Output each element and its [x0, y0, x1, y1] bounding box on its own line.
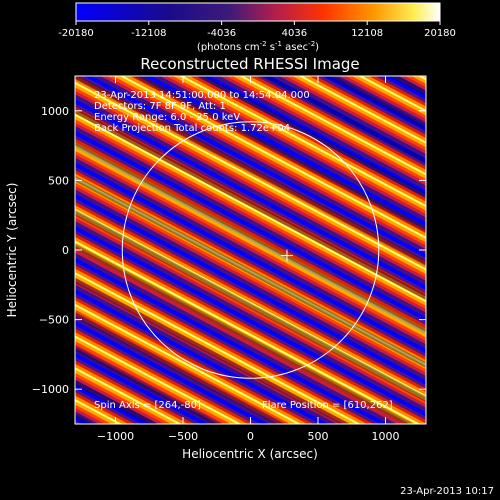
y-axis: 1000 500 0 −500 −1000	[32, 105, 426, 396]
y-tick-label: −500	[39, 314, 69, 327]
x-tick-label: 0	[247, 430, 254, 443]
y-tick-label: 0	[62, 244, 69, 257]
annotation-detectors: Detectors: 7F 8F 9F, Att: 1	[94, 101, 226, 112]
solar-limb-circle	[121, 121, 380, 379]
annotation-flare-position: Flare Position = [610,262]	[262, 400, 393, 411]
footer-date: 23-Apr-2013 10:17	[400, 486, 494, 497]
y-tick-label: −1000	[32, 383, 69, 396]
x-tick-label: −500	[168, 430, 198, 443]
colorbar-tick-label: 4036	[282, 28, 307, 39]
colorbar-tick-label: -20180	[58, 28, 93, 39]
x-tick-label: 500	[308, 430, 329, 443]
annotation-method: Back Projection Total counts: 1.72e+04	[94, 123, 290, 134]
x-tick-label: −1000	[97, 430, 134, 443]
x-axis-label: Heliocentric X (arcsec)	[182, 447, 318, 461]
annotation-time: 23-Apr-2013 14:51:00.000 to 14:54:04.000	[94, 90, 310, 101]
y-tick-label: 1000	[41, 105, 69, 118]
colorbar-unit: (photons cm-2 s-1 asec-2)	[197, 40, 319, 53]
colorbar	[75, 2, 441, 22]
colorbar-tick-label: 20180	[424, 28, 456, 39]
annotation-spin-axis: Spin Axis = [264,-80]	[94, 400, 201, 411]
chart-title: Reconstructed RHESSI Image	[140, 55, 359, 73]
plot-area	[74, 75, 427, 425]
annotation-energy: Energy Range: 6.0 - 25.0 keV	[94, 112, 240, 123]
colorbar-ticks: -20180 -12108 -4036 4036 12108 20180	[58, 21, 456, 39]
x-tick-label: 1000	[372, 430, 400, 443]
x-axis: −1000 −500 0 500 1000	[97, 76, 400, 443]
colorbar-tick-label: -12108	[131, 28, 166, 39]
y-axis-label: Heliocentric Y (arcsec)	[5, 183, 19, 318]
y-tick-label: 500	[48, 174, 69, 187]
flare-marker	[280, 249, 293, 262]
colorbar-tick-label: 12108	[351, 28, 383, 39]
colorbar-tick-label: -4036	[207, 28, 236, 39]
